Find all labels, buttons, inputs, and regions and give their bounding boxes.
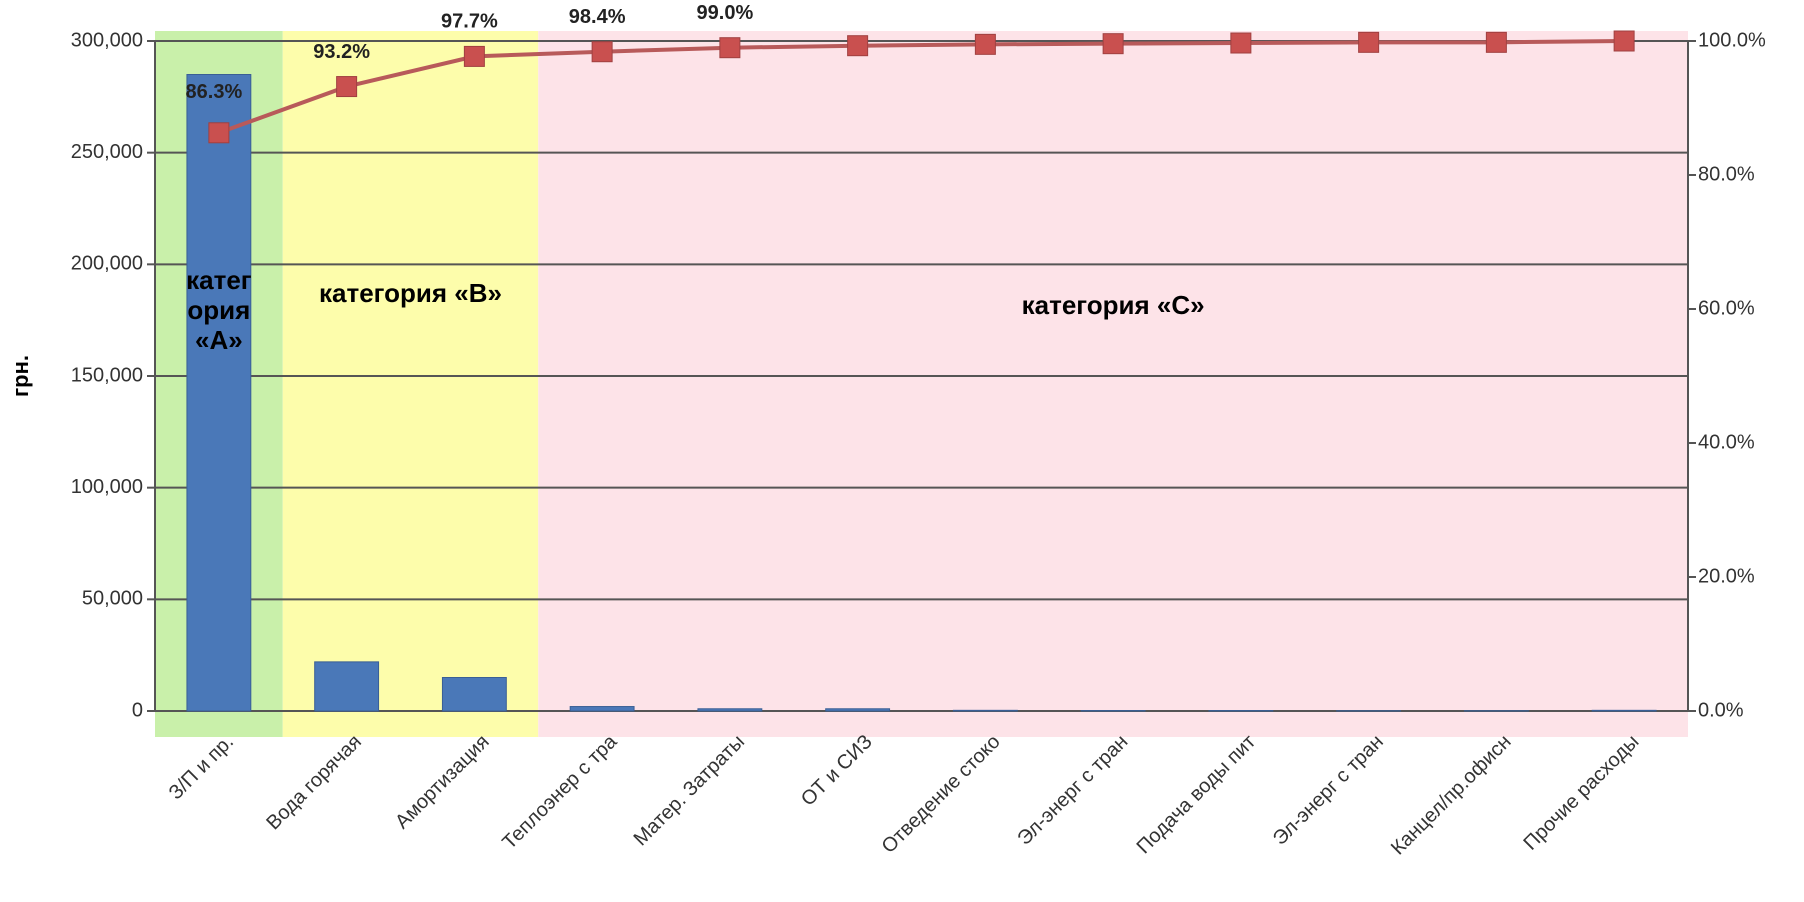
region-label: категория «B» [293,278,529,308]
chart: грн. 0 50,000 100,000 150,000 200,000 250,000… [0,0,1804,902]
y-axis-title: грн. [8,355,33,397]
data-label: 97.7% [441,11,498,33]
x-tick-label: Вода горячая [262,731,366,835]
bar [826,709,890,711]
y-tick-label: 50,000 [82,588,143,610]
line-marker [209,123,229,143]
x-tick-label: Канцел/пр.офисн [1387,731,1516,860]
x-tick-label: Матер. Затраты [630,731,750,851]
bar [1592,710,1656,711]
bar [570,707,634,711]
y2-tick-label: 100.0% [1698,29,1766,51]
line-marker [1486,32,1506,52]
data-label: 99.0% [697,2,754,24]
y-tick-label: 300,000 [71,29,143,51]
x-tick-label: ОТ и СИЗ [797,731,877,811]
line-marker [975,34,995,54]
x-tick-label: Прочие расходы [1520,731,1644,855]
x-tick-label: Эл-энерг с тран [1269,731,1388,850]
line-marker [337,77,357,97]
bar [953,710,1017,711]
y-tick-label: 150,000 [71,364,143,386]
data-label: 93.2% [313,41,370,63]
bar [315,662,379,711]
x-tick-label: Эл-энерг с тран [1013,731,1132,850]
y2-tick-label: 60.0% [1698,297,1755,319]
y2-tick-label: 20.0% [1698,565,1755,587]
x-tick-label: Теплоэнер с тра [498,730,622,854]
bar [187,75,251,712]
line-marker [592,42,612,62]
region [538,31,1688,737]
line-marker [1614,31,1634,51]
y-tick-label: 0 [132,699,143,721]
y-tick-label: 200,000 [71,253,143,275]
x-tick-label: Амортизация [391,731,494,834]
line-marker [1103,34,1123,54]
x-tick-label: Подача воды пит [1133,731,1261,859]
x-tick-label: З/П и пр. [165,731,238,804]
line-marker [1359,32,1379,52]
y2-tick-label: 40.0% [1698,431,1755,453]
y2-tick-label: 80.0% [1698,163,1755,185]
y2-tick-label: 0.0% [1698,699,1744,721]
bar [442,678,506,712]
line-marker [1231,33,1251,53]
line-marker [720,38,740,58]
page: грн. 0 50,000 100,000 150,000 200,000 250,000… [0,0,1804,902]
y-tick-label: 250,000 [71,141,143,163]
data-label: 98.4% [569,6,626,28]
region [283,31,539,737]
line-marker [464,46,484,66]
region-label: категория «А» [179,265,259,355]
region-label: категория «C» [963,290,1263,320]
line-marker [848,36,868,56]
data-label: 86.3% [186,81,243,103]
y-tick-label: 100,000 [71,476,143,498]
x-tick-label: Отведение стоко [878,731,1005,858]
bar [698,709,762,711]
